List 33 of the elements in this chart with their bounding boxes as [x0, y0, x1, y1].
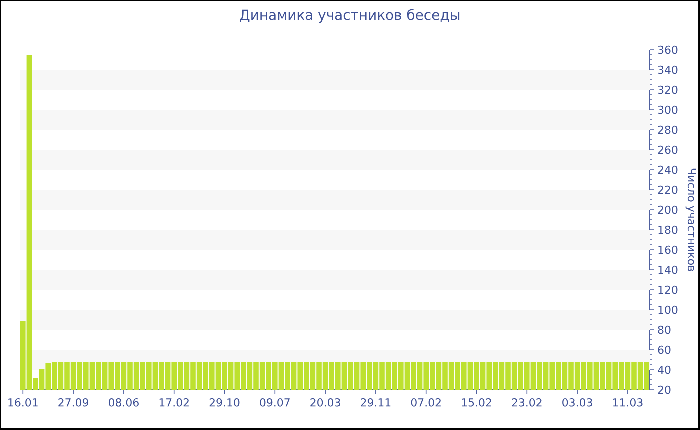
y-tick-label: 20 [658, 386, 671, 394]
y-tick-label: 220 [658, 186, 678, 194]
x-tick-label: 03.03 [562, 398, 592, 407]
x-tick-label: 09.07 [260, 398, 290, 407]
x-tick-label: 08.06 [108, 398, 139, 407]
y-tick-label: 360 [658, 46, 678, 54]
y-axis-title: Число участников [686, 168, 696, 272]
y-tick-label: 80 [658, 326, 671, 334]
y-tick-label: 240 [658, 166, 678, 174]
x-tick-label: 23.02 [512, 398, 542, 407]
y-tick-label: 280 [658, 126, 678, 134]
y-tick-label: 320 [658, 86, 678, 94]
y-tick-label: 180 [658, 226, 678, 234]
y-tick-label: 200 [658, 206, 678, 214]
y-tick-label: 100 [658, 306, 678, 314]
x-tick-label: 17.02 [160, 398, 189, 407]
y-tick-label: 120 [658, 286, 678, 294]
x-tick-label: 29.11 [361, 398, 391, 407]
y-tick-label: 140 [658, 266, 678, 274]
x-tick-label: 16.01 [8, 398, 38, 407]
y-tick-label: 40 [658, 366, 671, 374]
x-tick-label: 07.02 [411, 398, 441, 407]
x-tick-label: 20.03 [310, 398, 340, 407]
y-tick-label: 60 [658, 346, 671, 354]
y-tick-label: 340 [658, 66, 678, 74]
y-tick-label: 260 [658, 146, 678, 154]
y-tick-label: 160 [658, 246, 678, 254]
x-tick-label: 15.02 [462, 398, 492, 407]
x-tick-label: 11.03 [613, 398, 643, 407]
chart-title: Динамика участников беседы [240, 9, 460, 24]
x-tick-label: 29.10 [210, 398, 240, 407]
x-tick-label: 27.09 [58, 398, 88, 407]
y-tick-label: 300 [658, 106, 678, 114]
